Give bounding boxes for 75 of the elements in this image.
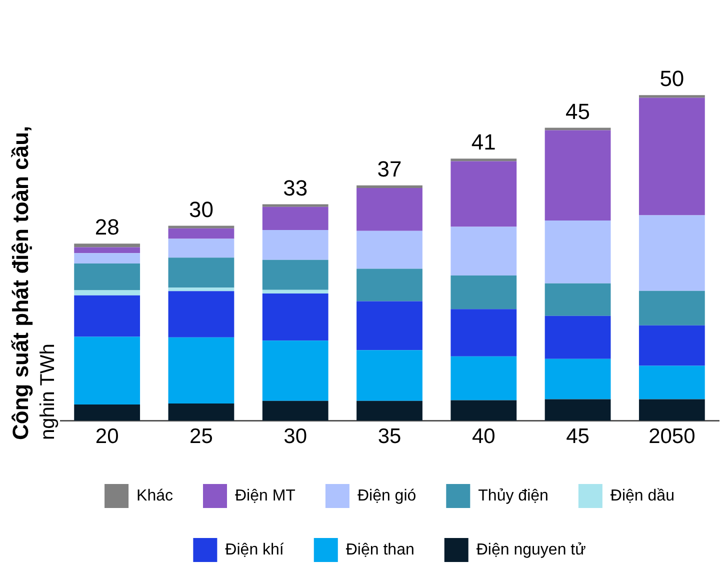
bar [168, 228, 234, 239]
bar [74, 247, 140, 254]
bar [356, 350, 422, 401]
x-tick-label: 25 [190, 425, 213, 448]
bar [356, 301, 422, 350]
bar [74, 336, 140, 405]
legend-label: Điện gió [357, 487, 416, 504]
bar [168, 238, 234, 258]
bar [356, 188, 422, 231]
annotation: 30 [188, 196, 214, 222]
bar [74, 295, 140, 337]
y-axis-title: Công suất phát điện toàn cầu, nghin TWh [8, 126, 59, 440]
bar [356, 400, 422, 421]
bar [638, 325, 705, 366]
bar [356, 230, 422, 269]
x-tick-label: 40 [472, 425, 496, 448]
x-tick-label: 30 [284, 425, 308, 448]
bar [168, 291, 234, 338]
bar [450, 309, 517, 356]
x-tick-label: 20 [95, 425, 119, 448]
bar [262, 204, 328, 207]
bar [262, 340, 328, 401]
bar [544, 316, 611, 359]
bar [168, 226, 234, 228]
bar [638, 290, 705, 326]
bar [74, 244, 140, 248]
bar [450, 161, 517, 227]
bar [450, 226, 517, 276]
bar [168, 337, 234, 404]
legend-label: Khác [136, 487, 173, 504]
bar [168, 288, 234, 292]
x-tick-label: 45 [566, 425, 590, 448]
annotation: 33 [283, 175, 308, 200]
annotation: 37 [377, 156, 402, 182]
bar [74, 404, 140, 421]
bar [450, 400, 517, 421]
bar [638, 95, 705, 98]
bar [262, 206, 328, 230]
annotation: 45 [566, 98, 590, 124]
legend-label: Điện than [346, 541, 414, 558]
x-tick-label: 2050 [648, 425, 696, 448]
bar [262, 230, 328, 260]
bar [544, 283, 611, 316]
bar [544, 128, 611, 130]
bar [262, 400, 328, 421]
annotation: 41 [471, 130, 496, 155]
bar [168, 258, 234, 288]
bar [638, 98, 705, 216]
legend-label: Điện dầu [610, 487, 674, 504]
bar [450, 158, 517, 162]
bar [356, 268, 422, 302]
legend-label: Điện nguyen tử [476, 541, 586, 558]
bar [74, 264, 140, 290]
bar [450, 276, 517, 310]
bar [638, 399, 705, 421]
bar [450, 356, 517, 400]
legend-label: Thủy điện [478, 487, 548, 504]
bar [74, 253, 140, 264]
legend-label: Điện khí [225, 541, 284, 558]
bar [638, 366, 705, 400]
bar [544, 358, 611, 400]
bar [638, 215, 705, 291]
annotation: 50 [660, 66, 684, 92]
bar [544, 220, 611, 284]
bar [544, 399, 611, 421]
bar [544, 130, 611, 221]
bar [168, 404, 234, 421]
legend-label: Điện MT [235, 487, 296, 504]
bar [74, 290, 140, 296]
bar [262, 293, 328, 341]
annotation: 28 [94, 214, 120, 240]
bar [356, 185, 422, 188]
x-tick-label: 35 [378, 425, 402, 448]
bar [262, 260, 328, 290]
bar [262, 290, 328, 294]
